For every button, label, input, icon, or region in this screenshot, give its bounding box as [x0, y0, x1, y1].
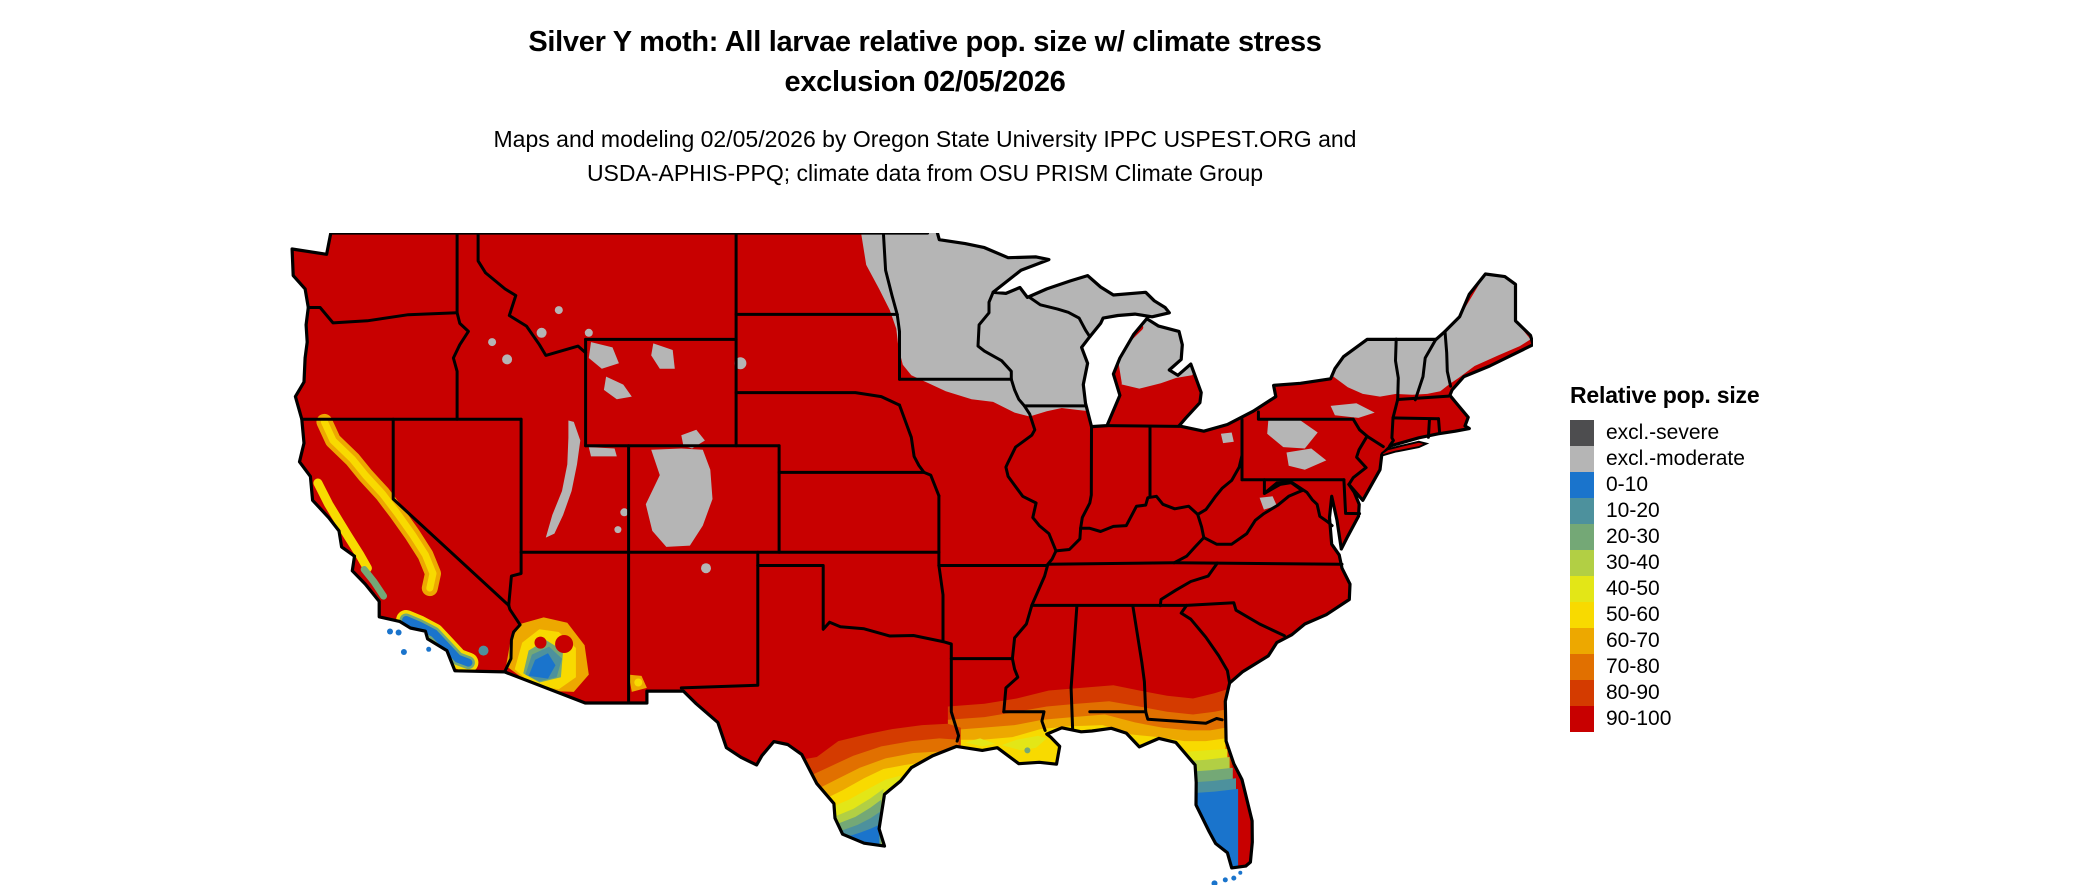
legend-item: excl.-severe [1570, 420, 1759, 446]
channel-island-dot [426, 646, 432, 652]
legend-swatch [1570, 498, 1594, 524]
channel-island-dot [400, 649, 407, 655]
legend-item: 80-90 [1570, 680, 1759, 706]
legend-item: excl.-moderate [1570, 446, 1759, 472]
legend-swatch [1570, 602, 1594, 628]
legend-title: Relative pop. size [1570, 382, 1760, 408]
legend-swatch [1570, 524, 1594, 550]
legend-item: 0-10 [1570, 472, 1759, 498]
legend-item-label: 90-100 [1606, 707, 1672, 730]
legend-swatch [1570, 576, 1594, 602]
legend-item-label: 20-30 [1606, 525, 1660, 548]
page-title: Silver Y moth: All larvae relative pop. … [290, 22, 1560, 102]
state-borders [300, 233, 1453, 743]
title-line-2: exclusion 02/05/2026 [784, 66, 1066, 98]
florida-keys-dot [1231, 875, 1237, 881]
legend-item-label: 10-20 [1606, 499, 1660, 522]
subtitle-line-2: USDA-APHIS-PPQ; climate data from OSU PR… [586, 160, 1264, 186]
legend: Relative pop. size excl.-severe excl.-mod… [1570, 382, 1760, 732]
legend-item: 40-50 [1570, 576, 1759, 602]
legend-item: 60-70 [1570, 628, 1759, 654]
legend-item: 20-30 [1570, 524, 1759, 550]
subtitle-line-1: Maps and modeling 02/05/2026 by Oregon S… [493, 126, 1357, 152]
legend-item-label: 30-40 [1606, 551, 1660, 574]
legend-item-label: 0-10 [1606, 473, 1649, 496]
florida-keys-dot [1222, 877, 1228, 883]
title-line-1: Silver Y moth: All larvae relative pop. … [528, 26, 1322, 58]
legend-swatch [1570, 654, 1594, 680]
legend-swatch [1570, 446, 1594, 472]
map-raster [292, 233, 1533, 868]
legend-swatch [1570, 680, 1594, 706]
coast-outline [290, 233, 1533, 870]
long-island [1380, 440, 1430, 458]
legend-item: 50-60 [1570, 602, 1759, 628]
legend-item: 70-80 [1570, 654, 1759, 680]
legend-item: 10-20 [1570, 498, 1759, 524]
legend-swatch [1570, 550, 1594, 576]
channel-island-dot [395, 629, 402, 636]
legend-swatch [1570, 628, 1594, 654]
legend-item: 30-40 [1570, 550, 1759, 576]
legend-swatch [1570, 420, 1594, 446]
florida-keys-dot [1238, 870, 1243, 875]
legend-item-label: 40-50 [1606, 577, 1660, 600]
florida-keys-dot [1211, 880, 1218, 885]
legend-item-label: excl.-moderate [1606, 447, 1745, 470]
page-subtitle: Maps and modeling 02/05/2026 by Oregon S… [290, 122, 1560, 190]
legend-items: excl.-severe excl.-moderate 0-10 10-20 20-30… [1570, 420, 1759, 732]
legend-item-label: excl.-severe [1606, 421, 1720, 444]
legend-item: 90-100 [1570, 706, 1759, 732]
legend-item-label: 70-80 [1606, 655, 1660, 678]
legend-swatch [1570, 706, 1594, 732]
legend-item-label: 80-90 [1606, 681, 1660, 704]
legend-item-label: 60-70 [1606, 629, 1660, 652]
legend-item-label: 50-60 [1606, 603, 1660, 626]
legend-swatch [1570, 472, 1594, 498]
us-map [290, 233, 1533, 885]
channel-island-dot [387, 628, 393, 635]
